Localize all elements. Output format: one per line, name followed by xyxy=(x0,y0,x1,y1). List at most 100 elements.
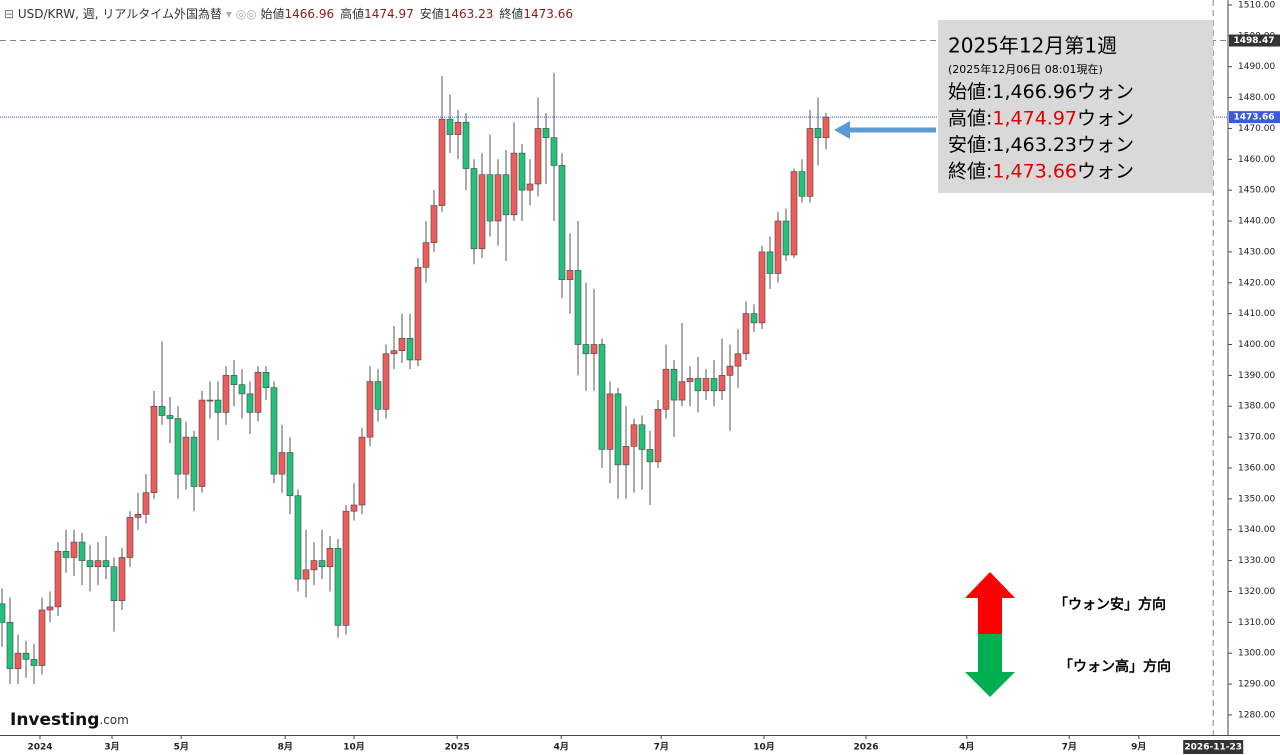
candle-body xyxy=(686,378,694,382)
info-row: 高値:1,474.97ウォン xyxy=(948,107,1134,129)
candle-body xyxy=(230,375,238,385)
candle-body xyxy=(14,652,22,669)
price-label-box xyxy=(1229,111,1280,124)
candle-body xyxy=(30,659,38,666)
candle-body xyxy=(542,128,550,138)
header-label: 始値 xyxy=(260,6,284,21)
candle-body xyxy=(798,171,806,197)
y-tick-label: 1380.00 xyxy=(1238,402,1275,412)
up-arrow xyxy=(965,572,1015,634)
candle-body xyxy=(390,350,398,355)
candle-body xyxy=(62,551,70,558)
down-arrow xyxy=(965,634,1015,697)
x-tick-label: 7月 xyxy=(1062,742,1077,753)
candle-body xyxy=(638,424,646,450)
candle-body xyxy=(694,378,702,392)
candle-body xyxy=(222,375,230,413)
candle-body xyxy=(254,371,262,413)
candle-body xyxy=(662,368,670,410)
candle-body xyxy=(190,436,198,487)
x-tick-label: 3月 xyxy=(104,742,119,753)
collapse-icon: ⊟ xyxy=(4,7,18,21)
candle-body xyxy=(414,267,422,361)
candle-body xyxy=(670,368,678,401)
header-label: 高値 xyxy=(340,6,364,21)
info-unit: ウォン xyxy=(1077,134,1134,156)
candle-body xyxy=(430,205,438,243)
x-tick-label: 4月 xyxy=(959,742,974,753)
y-tick-label: 1410.00 xyxy=(1238,309,1275,319)
candle-body xyxy=(102,560,110,568)
candle-body xyxy=(86,560,94,568)
candle-body xyxy=(0,603,6,623)
candle-body xyxy=(438,118,446,206)
candle-body xyxy=(614,393,622,466)
header: ⊟ USD/KRW, 週, リアルタイム外国為替 ▾ ◎◎ 始値1466.96 高… xyxy=(4,6,573,21)
x-tick-label: 10月 xyxy=(753,742,775,753)
candle-body xyxy=(398,338,406,351)
y-tick-label: 1470.00 xyxy=(1238,124,1275,134)
candle-body xyxy=(526,183,534,191)
header-value: 1473.66 xyxy=(523,7,573,21)
y-tick-label: 1490.00 xyxy=(1238,62,1275,72)
candle-body xyxy=(678,381,686,401)
info-value: 1,474.97 xyxy=(992,107,1077,129)
header-value: 1474.97 xyxy=(364,7,414,21)
candle-body xyxy=(478,174,486,250)
candle-body xyxy=(574,270,582,345)
candle-body xyxy=(342,510,350,626)
candle-body xyxy=(462,121,470,169)
y-tick-label: 1460.00 xyxy=(1238,155,1275,165)
header-label: 安値 xyxy=(420,6,444,21)
candle-body xyxy=(78,541,86,561)
header-label: 終値 xyxy=(499,6,523,21)
candle-body xyxy=(566,270,574,280)
candle-body xyxy=(590,344,598,355)
candle-body xyxy=(174,418,182,475)
candle-body xyxy=(334,547,342,626)
price-label: 1498.47 xyxy=(1234,36,1275,46)
x-tick-label: 5月 xyxy=(174,742,189,753)
candles xyxy=(0,72,830,685)
candle-body xyxy=(286,452,294,497)
header-value: 1463.23 xyxy=(444,7,494,21)
candle-body xyxy=(790,171,798,256)
info-unit: ウォン xyxy=(1077,160,1134,182)
y-tick-label: 1430.00 xyxy=(1238,247,1275,257)
x-tick-label: 2024 xyxy=(27,743,52,753)
x-tick-label: 7月 xyxy=(654,742,669,753)
y-tick-label: 1310.00 xyxy=(1238,618,1275,628)
candle-body xyxy=(54,551,62,608)
info-value: 1,466.96 xyxy=(992,81,1077,103)
candle-body xyxy=(598,344,606,450)
candle-body xyxy=(134,513,142,518)
info-row: 安値:1,463.23ウォン xyxy=(948,134,1134,156)
info-value: 1,473.66 xyxy=(992,160,1077,182)
watermark-main: Investing xyxy=(10,710,99,730)
info-unit: ウォン xyxy=(1077,81,1134,103)
candle-body xyxy=(182,436,190,475)
candle-body xyxy=(782,220,790,256)
info-label: 安値: xyxy=(948,134,992,156)
candle-body xyxy=(718,375,726,392)
header-icons: ▾ ◎◎ xyxy=(222,7,260,21)
y-axis: 1280.00 1290.00 1300.00 1310.00 1320.00 1330.… xyxy=(1228,0,1275,720)
y-tick-label: 1300.00 xyxy=(1238,649,1275,659)
x-axis: 2024 3月 5月 8月 10月 2025 4月 7月 10月 2026 4月 7月 9月 xyxy=(27,735,1146,753)
candle-body xyxy=(382,353,390,410)
y-tick-label: 1420.00 xyxy=(1238,278,1275,288)
candle-body xyxy=(654,409,662,463)
y-tick-label: 1370.00 xyxy=(1238,433,1275,443)
candle-body xyxy=(22,652,30,660)
info-unit: ウォン xyxy=(1077,107,1134,129)
candle-body xyxy=(326,547,334,568)
candle-body xyxy=(406,338,414,361)
price-label: 1473.66 xyxy=(1234,113,1275,123)
candle-body xyxy=(710,378,718,392)
candle-body xyxy=(38,609,46,666)
watermark-suffix: .com xyxy=(99,713,128,727)
y-tick-label: 1510.00 xyxy=(1238,0,1275,10)
candle-body xyxy=(70,541,78,558)
